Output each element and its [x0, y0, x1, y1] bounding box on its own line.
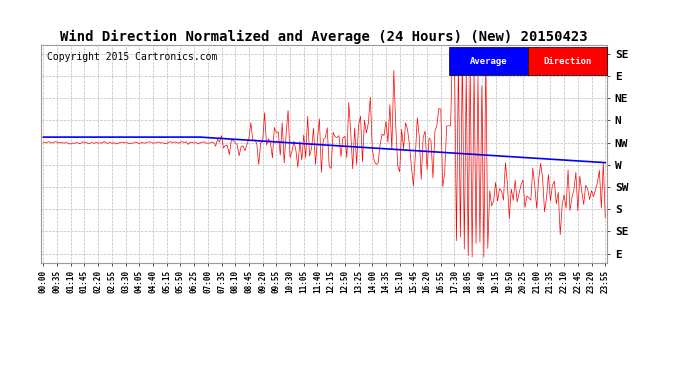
Text: Average: Average [470, 57, 507, 66]
Title: Wind Direction Normalized and Average (24 Hours) (New) 20150423: Wind Direction Normalized and Average (2… [61, 30, 588, 44]
Text: Copyright 2015 Cartronics.com: Copyright 2015 Cartronics.com [47, 51, 217, 62]
Text: Direction: Direction [544, 57, 592, 66]
Bar [528, 47, 607, 75]
Bar [448, 47, 528, 75]
